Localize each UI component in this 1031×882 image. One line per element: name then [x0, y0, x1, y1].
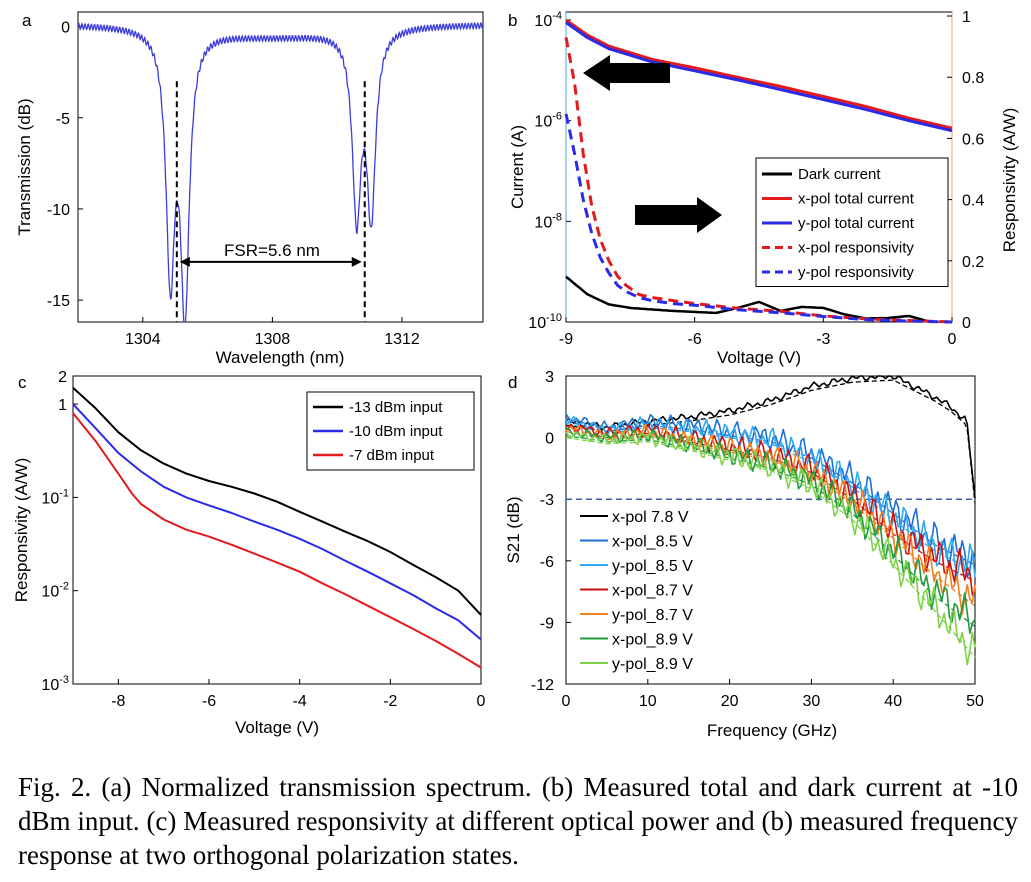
panel-c-xlabel: Voltage (V): [235, 718, 319, 737]
panel-d-legend-label: y-pol_8.5 V: [612, 558, 693, 575]
panel-d-xtick-label: 10: [639, 693, 657, 710]
panel-a-xtick-label: 1304: [125, 331, 161, 348]
panel-b-xtick-label: -3: [816, 331, 830, 348]
fsr-arrowhead-left: [179, 256, 190, 267]
panel-c-series-line: [72, 412, 482, 669]
panel-b-series-line: [564, 37, 953, 324]
panel-a-frame: [77, 11, 484, 323]
panel-b-letter: b: [508, 11, 517, 30]
panel-b-legend-label: y-pol responsivity: [798, 264, 914, 281]
panel-b-ytick-left-label: 10-8: [534, 211, 562, 231]
panel-b-xtick-label: -9: [559, 331, 573, 348]
panel-b-ylabel-left: Current (A): [508, 125, 527, 209]
panel-d-ytick-label: -3: [540, 492, 554, 509]
panel-d-xlabel: Frequency (GHz): [707, 721, 837, 740]
panel-c-ylabel: Responsivity (A/W): [12, 458, 31, 603]
right-arrow-icon: [635, 197, 722, 233]
panel-b-ytick-right-label: 1: [962, 9, 971, 26]
panel-a-ylabel: Transmission (dB): [15, 98, 34, 235]
panel-c-legend-label: -13 dBm input: [349, 399, 443, 416]
panel-a-xtick-label: 1312: [384, 331, 420, 348]
panel-d-ylabel: S21 (dB): [504, 496, 523, 563]
panel-c-letter: c: [18, 373, 27, 392]
panel-b-ytick-right-label: 0: [962, 315, 971, 332]
panel-b-ytick-left-label: 10-10: [528, 312, 562, 332]
panel-c-xtick-label: -4: [293, 693, 307, 710]
panel-c-ytick-label: 1: [58, 397, 67, 414]
panel-d-frame: [565, 375, 976, 685]
panel-d-series-line: [565, 415, 976, 578]
fsr-arrowhead-right: [351, 256, 362, 267]
panel-b-legend-label: x-pol total current: [798, 191, 915, 208]
panel-d-series-line: [565, 431, 976, 666]
panel-d-xtick-label: 30: [803, 693, 821, 710]
panel-d-fit-line: [565, 430, 976, 607]
panel-d-legend-label: x-pol_8.5 V: [612, 534, 693, 551]
fsr-annotation: FSR=5.6 nm: [224, 241, 320, 260]
panel-a-xlabel: Wavelength (nm): [216, 348, 345, 367]
panel-c-xtick-label: -6: [202, 693, 216, 710]
panel-b-ytick-left-label: 10-4: [534, 10, 562, 30]
panel-c-xtick-label: -8: [111, 693, 125, 710]
panel-a-ytick-label: 0: [61, 20, 70, 37]
panel-b-legend: [755, 157, 949, 287]
panel-a-xtick-label: 1308: [255, 331, 291, 348]
panel-b-legend-label: x-pol responsivity: [798, 240, 914, 257]
panel-d-legend-label: y-pol_8.9 V: [612, 656, 693, 673]
panel-c-ytick-label: 10-3: [41, 674, 69, 694]
panel-d-xtick-label: 0: [562, 693, 571, 710]
panel-d-legend-label: x-pol_8.9 V: [612, 632, 693, 649]
panel-b-legend-label: Dark current: [798, 166, 881, 183]
panel-c-ytick-label: 10-2: [41, 581, 69, 601]
panel-c-legend-label: -7 dBm input: [349, 447, 435, 464]
panel-c-ytick-label: 2: [58, 369, 67, 386]
panel-b-series-line: [565, 18, 953, 130]
panel-b: b -9 -6 -3 0 10-4 10-6 10-8 10-10 0 0.2 0.4 0.6 0.8 1…: [508, 9, 1019, 367]
panel-c-legend-label: -10 dBm input: [349, 423, 443, 440]
panel-a-letter: a: [22, 11, 32, 30]
panel-a-ytick-label: -10: [47, 202, 70, 219]
panel-b-xtick-label: 0: [948, 331, 957, 348]
panel-b-ytick-right-label: 0.4: [962, 193, 984, 210]
panel-c-series-line: [72, 386, 482, 616]
panel-d-ytick-label: -9: [540, 615, 554, 632]
panel-d-ytick-label: 0: [545, 431, 554, 448]
panel-d-ytick-label: -12: [531, 677, 554, 694]
left-arrow-icon: [583, 55, 670, 91]
panel-d-legend-label: x-pol_8.7 V: [612, 583, 693, 600]
panel-d-xtick-label: 20: [721, 693, 739, 710]
panel-b-ytick-left-label: 10-6: [534, 111, 562, 131]
panel-d-fit-line: [565, 422, 976, 572]
panel-d-xtick-label: 50: [966, 693, 984, 710]
panel-c-xtick-label: -2: [383, 693, 397, 710]
panel-a-ytick-label: -5: [56, 111, 70, 128]
panel-c-frame: [72, 375, 482, 685]
panel-c-xtick-label: 0: [477, 693, 486, 710]
panel-c: c -8 -6 -4 -2 0 2 1 10-1 10-2 10-3 Voltage (V) Re…: [12, 369, 486, 737]
panel-d-series-line: [565, 423, 976, 615]
panel-d-legend-label: x-pol 7.8 V: [612, 509, 689, 526]
panel-d-xtick-label: 40: [884, 693, 902, 710]
panel-a-ytick-label: -15: [47, 293, 70, 310]
panel-b-ylabel-right: Responsivity (A/W): [1000, 108, 1019, 253]
panel-b-series-line: [565, 21, 953, 133]
panel-b-legend-label: y-pol total current: [798, 215, 915, 232]
panel-c-ytick-label: 10-1: [41, 487, 69, 507]
panel-d-legend-label: y-pol_8.7 V: [612, 607, 693, 624]
panel-b-xtick-label: -6: [688, 331, 702, 348]
figure-caption: Fig. 2. (a) Normalized transmission spec…: [18, 772, 1018, 870]
panel-d-ytick-label: 3: [545, 369, 554, 386]
panel-d-ytick-label: -6: [540, 554, 554, 571]
panel-b-ytick-right-label: 0.8: [962, 70, 984, 87]
panel-b-series-line: [564, 113, 953, 324]
transmission-line: [77, 22, 484, 323]
panel-d-letter: d: [508, 373, 517, 392]
panel-c-series-line: [72, 403, 482, 641]
panel-b-xlabel: Voltage (V): [717, 348, 801, 367]
panel-b-ytick-right-label: 0.2: [962, 254, 984, 271]
panel-b-ytick-right-label: 0.6: [962, 131, 984, 148]
